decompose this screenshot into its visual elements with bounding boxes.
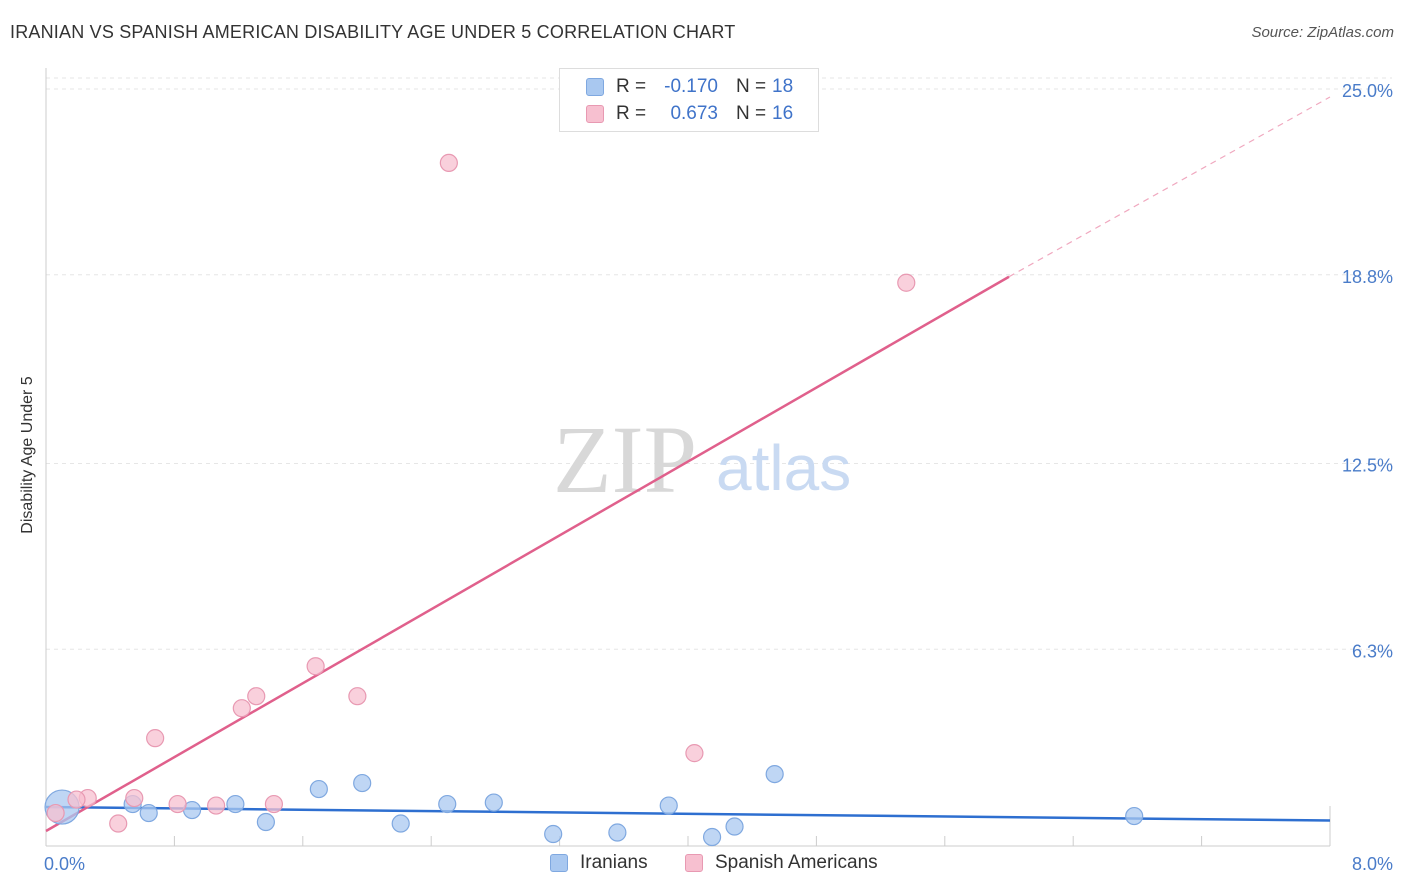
trend-line-iranians xyxy=(45,805,1331,822)
data-point-iranians xyxy=(484,793,503,812)
correlation-legend: R = -0.170 N = 18 R = 0.673 N = 16 xyxy=(559,68,819,132)
data-point-spanish-americans xyxy=(897,273,916,292)
data-point-iranians xyxy=(608,823,627,842)
y-tick-label: 12.5% xyxy=(1342,456,1393,476)
series-legend-iranians: Iranians xyxy=(550,852,648,874)
data-point-iranians xyxy=(256,812,275,832)
data-point-spanish-americans xyxy=(264,794,284,814)
data-point-iranians xyxy=(725,817,744,836)
trend-line-spanish-americans xyxy=(45,275,1010,833)
data-point-spanish-americans xyxy=(46,803,65,823)
x-tick-label: 0.0% xyxy=(44,854,85,874)
legend-row-spanish-americans: R = 0.673 N = 16 xyxy=(586,102,793,126)
trend-lines xyxy=(45,96,1331,833)
grid-lines xyxy=(46,77,1392,650)
source-label: Source: ZipAtlas.com xyxy=(1251,24,1394,41)
legend-n-label: N = xyxy=(736,103,767,124)
watermark-zip: ZIP xyxy=(553,406,697,513)
data-point-iranians xyxy=(391,814,410,833)
data-point-spanish-americans xyxy=(168,794,187,814)
data-point-spanish-americans xyxy=(439,153,458,173)
legend-swatch-spanish-americans xyxy=(586,105,604,123)
watermark-atlas: atlas xyxy=(716,432,851,504)
data-point-spanish-americans xyxy=(125,788,144,808)
data-point-iranians xyxy=(1125,806,1144,826)
y-tick-label: 6.3% xyxy=(1352,641,1393,661)
axes xyxy=(45,68,1331,847)
series-label-iranians: Iranians xyxy=(580,852,648,873)
legend-swatch-iranians xyxy=(586,78,604,96)
legend-r-value: 0.673 xyxy=(670,103,718,124)
watermark: ZIP atlas xyxy=(553,406,851,513)
data-point-iranians xyxy=(139,803,158,823)
legend-n-value: 16 xyxy=(772,103,794,124)
legend-r-label: R = xyxy=(616,76,647,97)
data-point-iranians xyxy=(226,794,245,814)
data-point-iranians xyxy=(659,796,678,815)
x-tick-label: 8.0% xyxy=(1352,854,1393,874)
y-tick-label: 18.8% xyxy=(1342,267,1393,287)
data-point-iranians xyxy=(702,827,722,847)
data-point-spanish-americans xyxy=(146,729,165,748)
data-point-iranians xyxy=(544,824,563,844)
x-tick-labels: 0.0% 8.0% xyxy=(44,854,1393,874)
data-points xyxy=(44,153,1144,847)
data-point-spanish-americans xyxy=(306,657,325,676)
y-tick-labels: 6.3% 12.5% 18.8% 25.0% xyxy=(1342,81,1393,661)
legend-n-label: N = xyxy=(736,76,767,97)
y-tick-label: 25.0% xyxy=(1342,81,1393,101)
chart-title: IRANIAN VS SPANISH AMERICAN DISABILITY A… xyxy=(10,22,736,42)
data-point-iranians xyxy=(353,773,372,793)
series-legend: Iranians Spanish Americans xyxy=(0,852,1406,876)
series-swatch-iranians xyxy=(550,854,568,872)
legend-n-value: 18 xyxy=(772,76,794,97)
data-point-spanish-americans xyxy=(685,744,704,763)
data-point-iranians xyxy=(438,794,457,814)
legend-r-label: R = xyxy=(616,103,647,124)
data-point-spanish-americans xyxy=(207,796,226,815)
data-point-spanish-americans xyxy=(109,814,128,833)
data-point-spanish-americans xyxy=(67,790,86,809)
trend-line-extrapolated xyxy=(1008,96,1331,278)
data-point-spanish-americans xyxy=(232,699,251,718)
series-label-spanish-americans: Spanish Americans xyxy=(715,852,878,873)
legend-row-iranians: R = -0.170 N = 18 xyxy=(586,75,793,99)
data-point-iranians xyxy=(765,764,784,784)
series-swatch-spanish-americans xyxy=(685,854,703,872)
data-point-iranians xyxy=(309,779,328,799)
series-legend-spanish-americans: Spanish Americans xyxy=(685,852,878,874)
data-point-spanish-americans xyxy=(348,687,367,706)
legend-r-value: -0.170 xyxy=(664,76,718,97)
data-point-spanish-americans xyxy=(247,687,266,706)
